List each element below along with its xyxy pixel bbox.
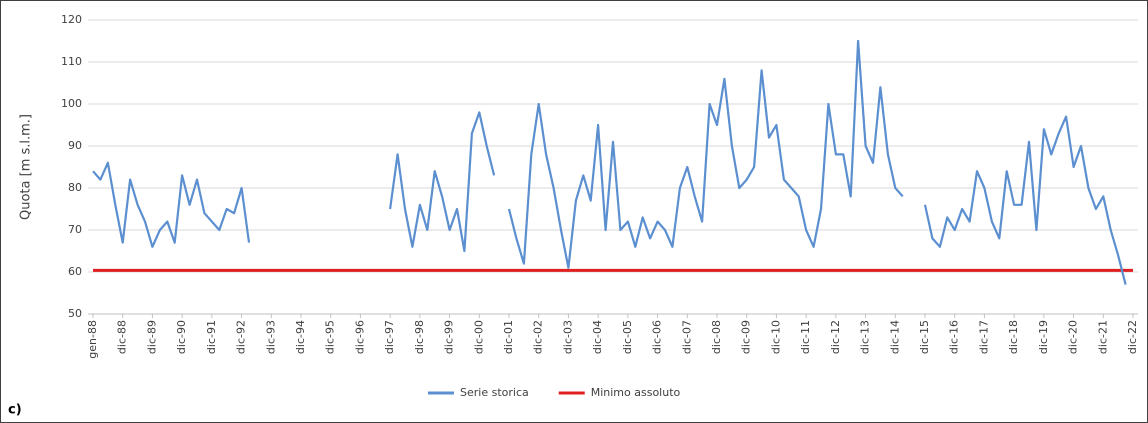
y-tick-label: 120 [61, 13, 82, 26]
x-tick-label: dic-09 [740, 320, 753, 354]
x-tick-label: dic-00 [472, 320, 485, 354]
x-tick-label: dic-88 [116, 320, 129, 354]
x-tick-label: dic-10 [769, 320, 782, 354]
y-tick-label: 90 [68, 139, 82, 152]
x-tick-label: dic-02 [532, 320, 545, 354]
x-tick-label: dic-18 [1007, 320, 1020, 354]
x-tick-label: dic-98 [413, 320, 426, 354]
x-tick-label: dic-01 [502, 320, 515, 354]
y-tick-label: 100 [61, 97, 82, 110]
x-tick-label: dic-07 [680, 320, 693, 354]
legend-label: Minimo assoluto [591, 386, 681, 399]
legend-label: Serie storica [460, 386, 529, 399]
x-tick-label: dic-16 [948, 320, 961, 354]
x-tick-label: gen-88 [86, 320, 99, 359]
x-tick-label: dic-97 [383, 320, 396, 354]
x-tick-label: dic-94 [294, 320, 307, 354]
x-tick-label: dic-99 [443, 320, 456, 354]
x-tick-label: dic-06 [651, 320, 664, 354]
x-tick-label: dic-20 [1067, 320, 1080, 354]
x-tick-label: dic-04 [591, 320, 604, 354]
x-tick-label: dic-05 [621, 320, 634, 354]
x-tick-label: dic-03 [561, 320, 574, 354]
x-tick-label: dic-15 [918, 320, 931, 354]
x-tick-label: dic-96 [353, 320, 366, 354]
x-tick-label: dic-08 [710, 320, 723, 354]
x-tick-label: dic-92 [235, 320, 248, 354]
x-tick-label: dic-19 [1037, 320, 1050, 354]
panel-label: c) [8, 403, 22, 418]
x-tick-label: dic-93 [264, 320, 277, 354]
y-tick-label: 60 [68, 265, 82, 278]
y-axis-label: Quota [m s.l.m.] [19, 114, 34, 220]
data-line [92, 39, 1127, 285]
x-tick-label: dic-22 [1126, 320, 1139, 354]
x-tick-label: dic-90 [175, 320, 188, 354]
x-tick-label: dic-12 [829, 320, 842, 354]
x-tick-label: dic-91 [205, 320, 218, 354]
y-tick-label: 70 [68, 223, 82, 236]
x-tick-label: dic-89 [145, 320, 158, 354]
x-tick-label: dic-13 [859, 320, 872, 354]
y-tick-label: 80 [68, 181, 82, 194]
x-tick-label: dic-11 [799, 320, 812, 354]
x-tick-label: dic-17 [977, 320, 990, 354]
x-tick-label: dic-14 [888, 320, 901, 354]
x-tick-label: dic-21 [1096, 320, 1109, 354]
x-tick-label: dic-95 [324, 320, 337, 354]
y-tick-label: 110 [61, 55, 82, 68]
y-tick-label: 50 [68, 307, 82, 320]
